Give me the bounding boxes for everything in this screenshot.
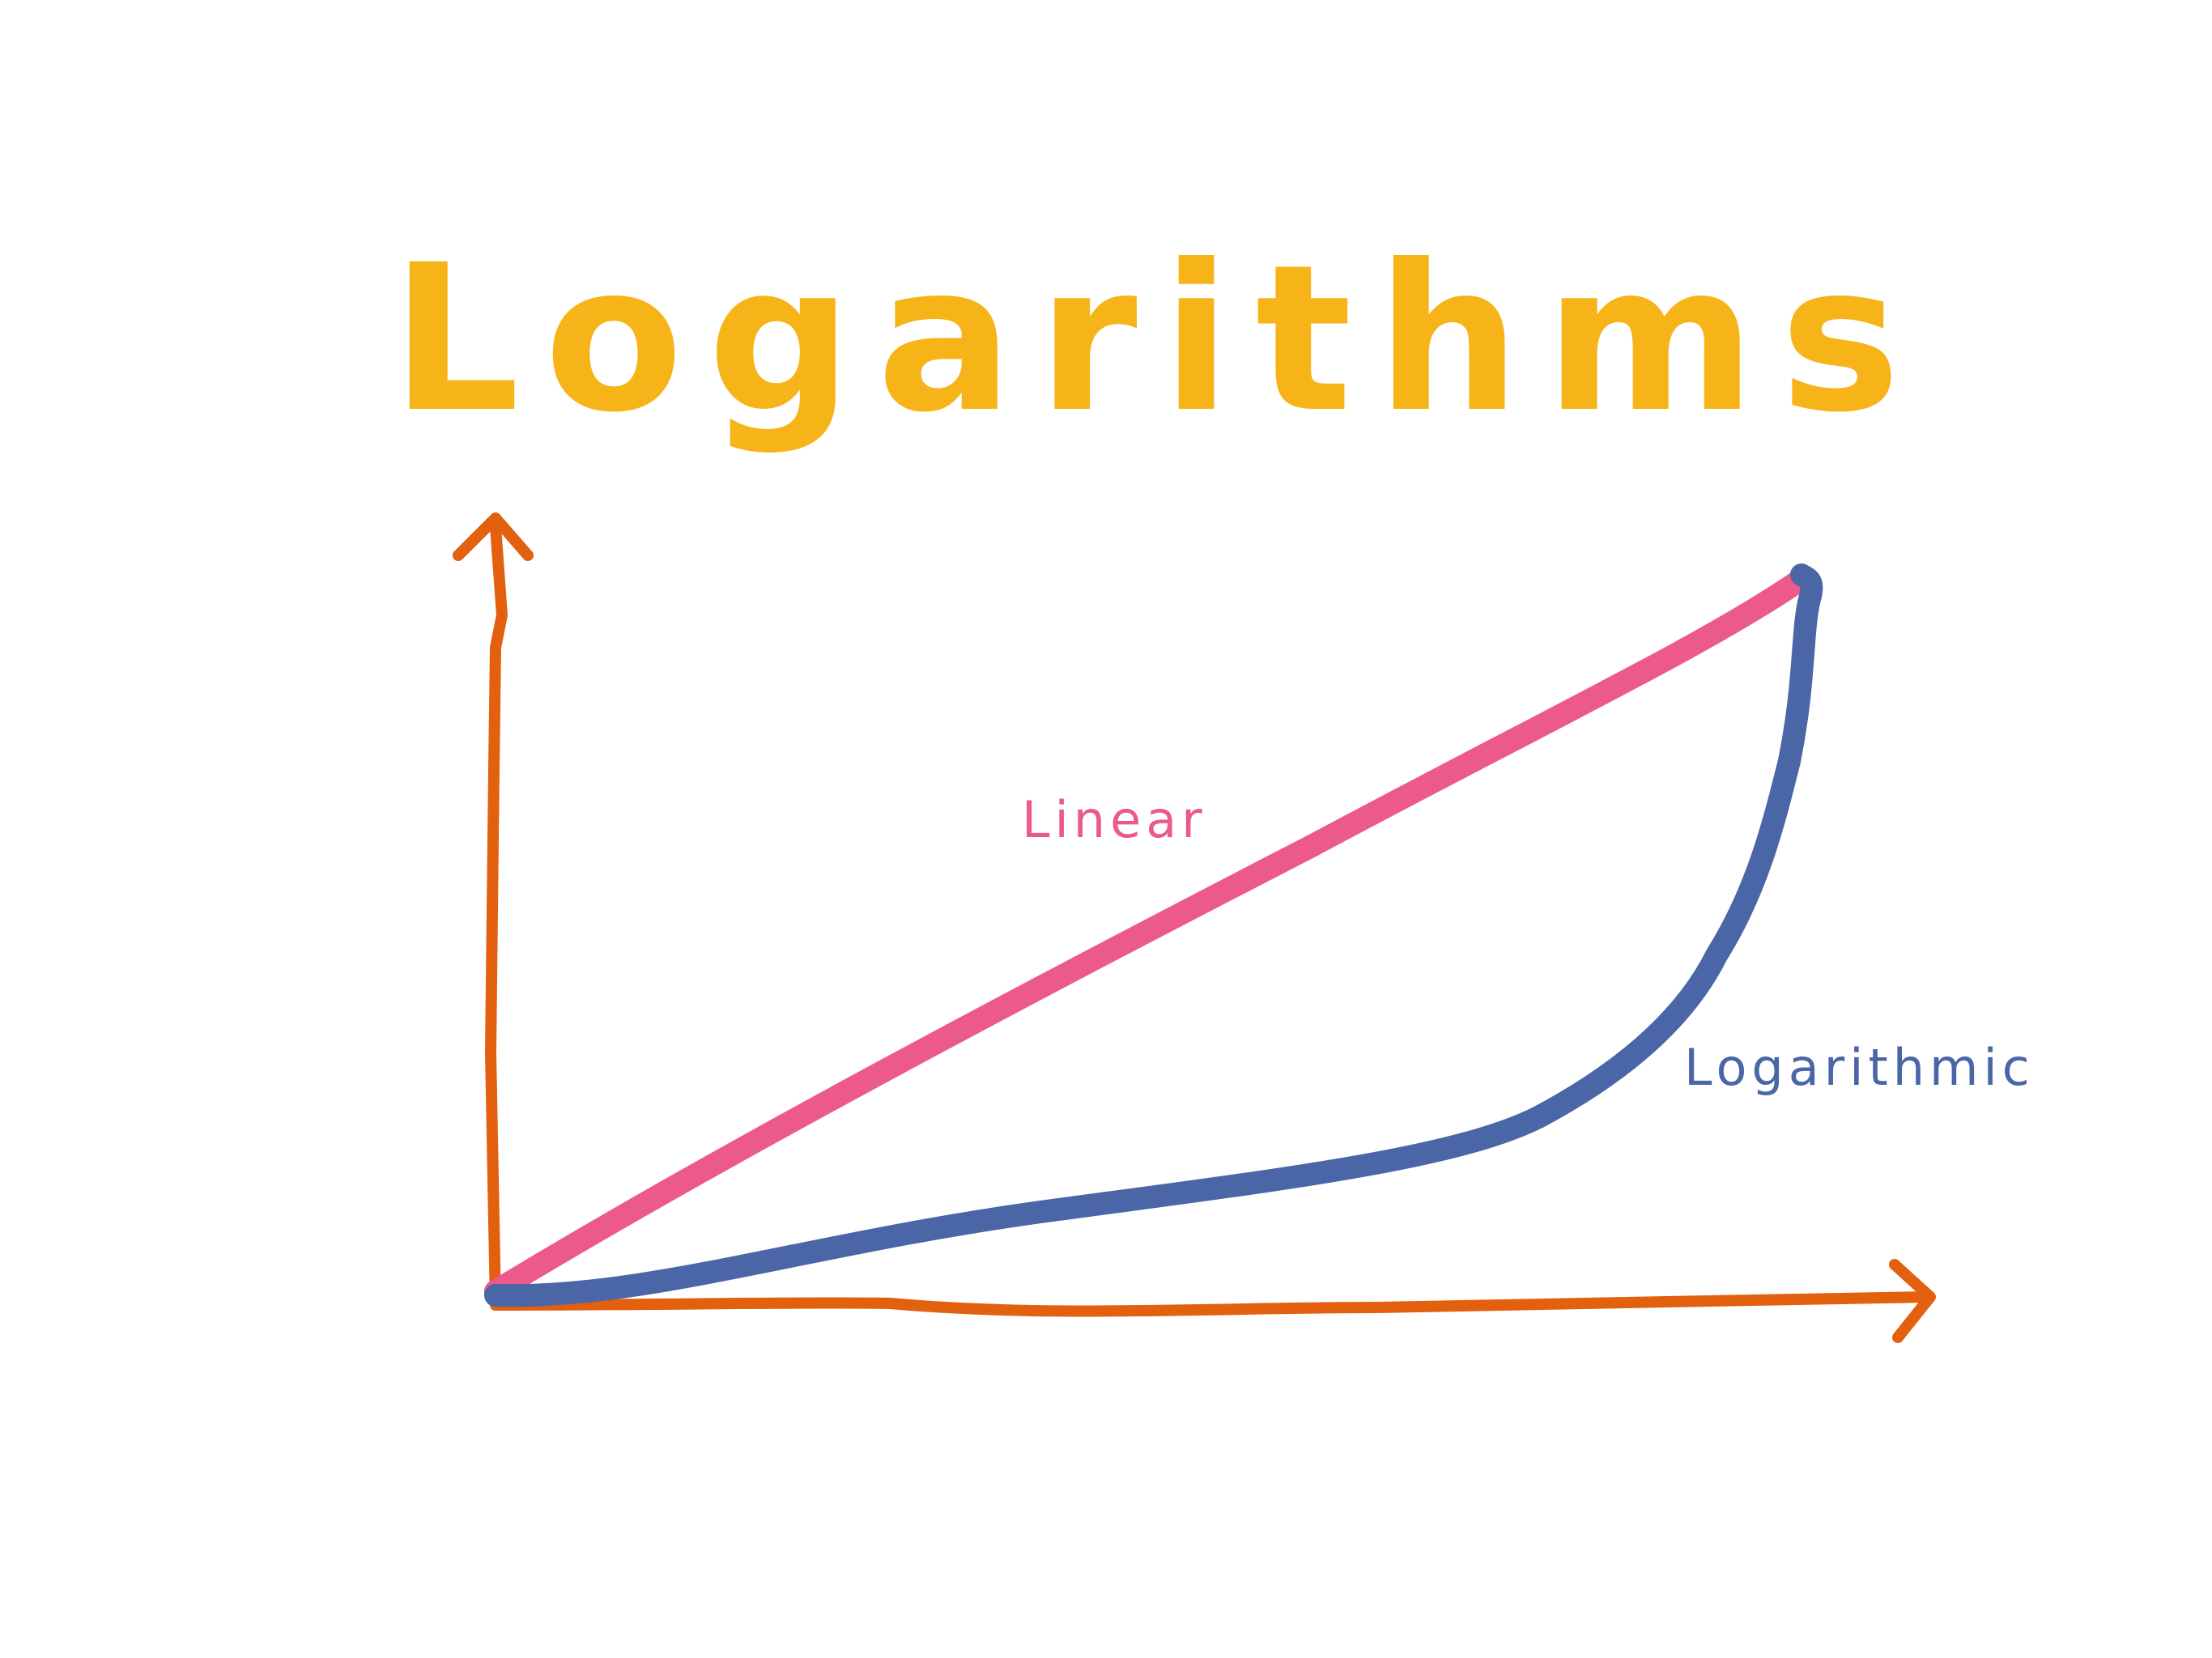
linear-curve-label: Linear [1022,790,1207,849]
x-axis [490,1291,1933,1317]
y-axis-line [485,521,508,1311]
linear-curve [484,572,1807,1303]
logarithmic-curve-label: Logarithmic [1684,1038,2035,1097]
x-axis-arrow-icon [1889,1259,1936,1343]
y-axis-arrow-icon [453,512,534,561]
logarithmic-curve [484,563,1823,1307]
diagram-title: Logarithms [391,221,1925,457]
